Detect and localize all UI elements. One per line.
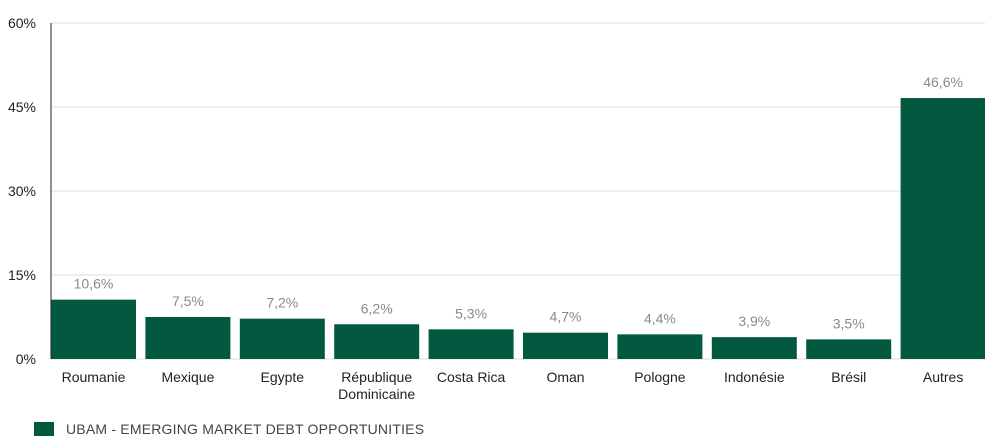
x-category-label: Dominicaine: [338, 386, 415, 402]
bar: [428, 329, 514, 359]
data-label: 3,5%: [833, 315, 865, 331]
data-label: 4,7%: [550, 309, 582, 325]
x-category-label: Egypte: [261, 369, 305, 385]
data-label: 4,4%: [644, 310, 676, 326]
legend: UBAM - EMERGING MARKET DEBT OPPORTUNITIE…: [34, 419, 424, 439]
data-label: 7,2%: [266, 295, 298, 311]
y-axis-ticks: 0% 15% 30% 45% 60%: [8, 15, 36, 367]
y-tick-label: 0%: [16, 351, 36, 367]
y-tick-label: 45%: [8, 99, 36, 115]
data-label: 5,3%: [455, 305, 487, 321]
x-category-label: Roumanie: [62, 369, 126, 385]
bar: [239, 318, 325, 359]
bar: [51, 299, 136, 359]
legend-label: UBAM - EMERGING MARKET DEBT OPPORTUNITIE…: [66, 421, 425, 437]
y-tick-label: 15%: [8, 267, 36, 283]
bar: [523, 332, 608, 359]
bar: [711, 337, 797, 359]
data-label: 3,9%: [738, 313, 770, 329]
x-category-label: Pologne: [634, 369, 686, 385]
x-category-label: Costa Rica: [437, 369, 506, 385]
x-category-label: Brésil: [831, 369, 866, 385]
x-category-label: Mexique: [161, 369, 214, 385]
data-label: 10,6%: [74, 276, 114, 292]
legend-swatch: [34, 422, 54, 436]
x-category-label: Autres: [923, 369, 963, 385]
x-axis-categories: Roumanie Mexique Egypte RépubliqueDominicai…: [62, 369, 964, 402]
bar: [900, 98, 985, 359]
data-label: 7,5%: [172, 293, 204, 309]
y-tick-label: 30%: [8, 183, 36, 199]
bar: [334, 324, 420, 359]
data-label: 46,6%: [923, 74, 963, 90]
y-tick-label: 60%: [8, 15, 36, 31]
data-label: 6,2%: [361, 300, 393, 316]
x-category-label: Oman: [546, 369, 584, 385]
bar: [806, 339, 892, 359]
x-category-label: Indonésie: [724, 369, 785, 385]
bar: [145, 317, 231, 359]
bar: [617, 334, 703, 359]
bars: [51, 98, 985, 359]
x-category-label: République: [341, 369, 412, 385]
data-labels: 10,6% 7,5% 7,2% 6,2% 5,3% 4,7% 4,4% 3,9% 3,5% 46,…: [74, 74, 963, 331]
